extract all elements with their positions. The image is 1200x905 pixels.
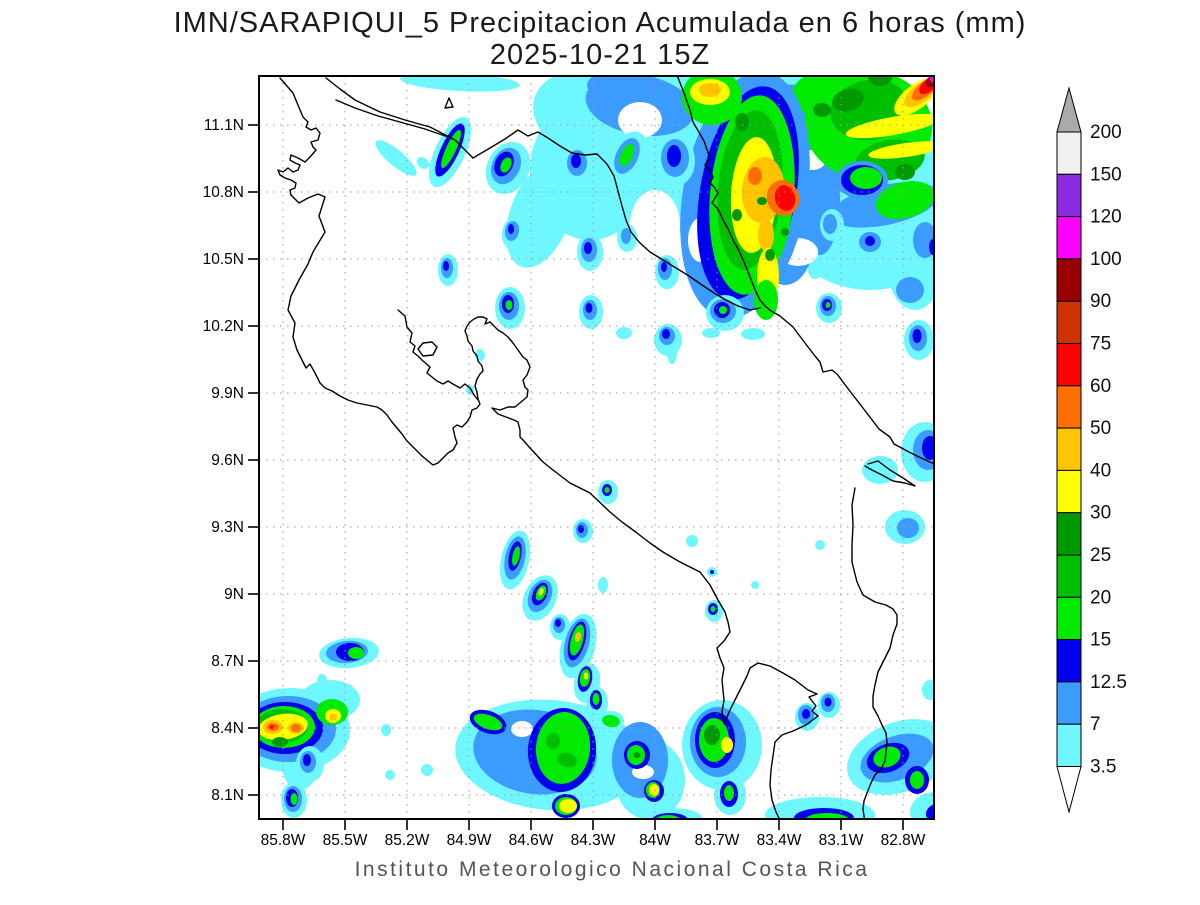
lon-tick-label: 84.9W bbox=[447, 832, 492, 849]
lon-tick-label: 84.3W bbox=[571, 832, 616, 849]
storm-south-central bbox=[421, 699, 702, 819]
colorbar-segment bbox=[1056, 469, 1082, 514]
lon-tick-label: 83.7W bbox=[695, 832, 740, 849]
colorbar: 200 150 120 100 90 75 60 50 40 30 25 20 … bbox=[1056, 86, 1127, 814]
precipitation-field bbox=[259, 76, 934, 819]
lat-tick-label: 11.1N bbox=[204, 117, 244, 134]
coastline-pacific bbox=[277, 77, 819, 819]
colorbar-label: 12.5 bbox=[1090, 672, 1127, 693]
lon-tick-label: 85.2W bbox=[385, 832, 430, 849]
lon-axis: 85.8W 85.5W 85.2W 84.9W 84.6W 84.3W 84W … bbox=[261, 819, 926, 849]
border-lake-nicaragua-upper bbox=[325, 77, 474, 159]
lon-tick-label: 82.8W bbox=[881, 832, 926, 849]
lat-tick-label: 10.5N bbox=[203, 251, 244, 268]
colorbar-label: 60 bbox=[1090, 376, 1111, 397]
page-title: IMN/SARAPIQUI_5 Precipitacion Acumulada … bbox=[174, 7, 1027, 39]
lat-tick-label: 9.3N bbox=[211, 519, 244, 536]
storm-southwest bbox=[259, 674, 395, 818]
storm-southeast bbox=[765, 680, 934, 819]
border-northeast bbox=[472, 129, 761, 311]
map-frame bbox=[258, 75, 935, 820]
island-triangle bbox=[444, 97, 454, 109]
lat-tick-label: 9.6N bbox=[211, 452, 244, 469]
lat-axis: 11.1N 10.8N 10.5N 10.2N 9.9N 9.6N 9.3N 9… bbox=[203, 117, 259, 804]
lon-tick-label: 85.8W bbox=[261, 832, 306, 849]
lat-tick-label: 9N bbox=[224, 586, 244, 603]
page-subtitle-datetime: 2025-10-21 15Z bbox=[490, 39, 710, 71]
storm-chain-central-pacific bbox=[499, 530, 608, 719]
lat-tick-label: 9.9N bbox=[211, 385, 244, 402]
border-panama bbox=[851, 487, 898, 819]
colorbar-segment bbox=[1056, 723, 1082, 768]
storm-band-caribbean bbox=[680, 76, 810, 320]
colorbar-segment bbox=[1056, 173, 1082, 218]
colorbar-label: 25 bbox=[1090, 545, 1111, 566]
lat-tick-label: 8.4N bbox=[211, 720, 244, 737]
colorbar-label: 90 bbox=[1090, 291, 1111, 312]
lat-tick-label: 10.8N bbox=[203, 184, 244, 201]
lon-tick-label: 83.4W bbox=[757, 832, 802, 849]
colorbar-label: 150 bbox=[1090, 164, 1122, 185]
colorbar-segment bbox=[1056, 343, 1082, 387]
border-lake-nicaragua-lower bbox=[335, 99, 449, 138]
colorbar-label: 75 bbox=[1090, 334, 1111, 355]
colorbar-label: 3.5 bbox=[1090, 757, 1116, 778]
colorbar-label: 15 bbox=[1090, 630, 1111, 651]
colorbar-segment bbox=[1056, 554, 1082, 598]
lon-tick-label: 84.6W bbox=[509, 832, 554, 849]
colorbar-segment bbox=[1056, 639, 1082, 683]
lat-tick-label: 10.2N bbox=[203, 318, 244, 335]
storm-osa bbox=[682, 692, 840, 815]
isla-chira-outline bbox=[417, 341, 438, 357]
colorbar-label: 7 bbox=[1090, 714, 1101, 735]
colorbar-up-arrow bbox=[1056, 86, 1082, 133]
colorbar-segment bbox=[1056, 427, 1082, 471]
colorbar-label: 40 bbox=[1090, 460, 1111, 481]
coastline-nicoya-gulf bbox=[397, 309, 479, 401]
colorbar-down-arrow bbox=[1056, 766, 1082, 814]
colorbar-segment bbox=[1056, 596, 1082, 641]
colorbar-label: 100 bbox=[1090, 249, 1122, 270]
colorbar-label: 20 bbox=[1090, 587, 1111, 608]
lat-tick-label: 8.1N bbox=[211, 787, 244, 804]
map-gridlines bbox=[259, 76, 934, 819]
colorbar-label: 120 bbox=[1090, 207, 1122, 228]
colorbar-label: 50 bbox=[1090, 418, 1111, 439]
map-plot-area bbox=[259, 76, 934, 819]
coastline-bocas-notch bbox=[864, 460, 916, 487]
colorbar-segment bbox=[1056, 216, 1082, 260]
colorbar-segment bbox=[1056, 131, 1082, 175]
colorbar-label: 200 bbox=[1090, 122, 1122, 143]
colorbar-segment bbox=[1056, 681, 1082, 725]
colorbar-segment bbox=[1056, 300, 1082, 345]
colorbar-segment bbox=[1056, 258, 1082, 302]
coastlines bbox=[277, 76, 934, 819]
lon-tick-label: 84W bbox=[639, 832, 671, 849]
coastline-caribbean bbox=[676, 76, 934, 465]
lon-tick-label: 83.1W bbox=[819, 832, 864, 849]
colorbar-segment bbox=[1056, 512, 1082, 556]
colorbar-label: 30 bbox=[1090, 503, 1111, 524]
lat-tick-label: 8.7N bbox=[211, 653, 244, 670]
colorbar-segment bbox=[1056, 385, 1082, 429]
footer-institute-label: Instituto Meteorologico Nacional Costa R… bbox=[355, 858, 870, 881]
lon-tick-label: 85.5W bbox=[323, 832, 368, 849]
